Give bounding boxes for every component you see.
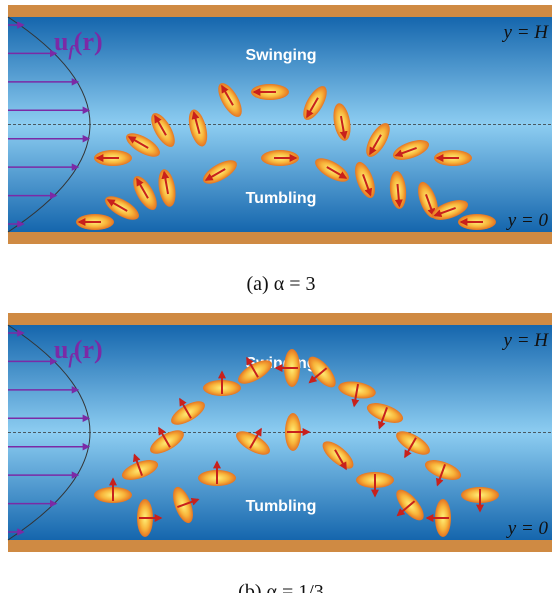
flow-label-part: u bbox=[54, 335, 68, 364]
flow-label-part: u bbox=[54, 27, 68, 56]
wall-top bbox=[8, 5, 552, 17]
bottom-label: y = 0 bbox=[506, 210, 549, 231]
panel-a: uf(r) y = H y = 0 Swinging Tumbling (a) α = 3 bbox=[8, 5, 552, 295]
flow-label: uf(r) bbox=[54, 335, 103, 368]
flow-label-part: (r) bbox=[74, 335, 103, 364]
top-label: y = H bbox=[502, 330, 550, 351]
caption: (a) α = 3 bbox=[247, 273, 316, 295]
lower-regime: Tumbling bbox=[246, 498, 317, 515]
caption: (b) α = 1/3 bbox=[238, 581, 324, 593]
wall-top bbox=[8, 313, 552, 325]
wall-bottom bbox=[8, 540, 552, 552]
flow-label: uf(r) bbox=[54, 27, 103, 60]
wall-bottom bbox=[8, 232, 552, 244]
top-label: y = H bbox=[502, 22, 550, 43]
figure: uf(r) y = H y = 0 Swinging Tumbling (a) α = 3… bbox=[0, 0, 552, 593]
upper-regime: Swinging bbox=[245, 47, 316, 64]
flow-label-part: (r) bbox=[74, 27, 103, 56]
bottom-label: y = 0 bbox=[506, 518, 549, 539]
lower-regime: Tumbling bbox=[246, 190, 317, 207]
